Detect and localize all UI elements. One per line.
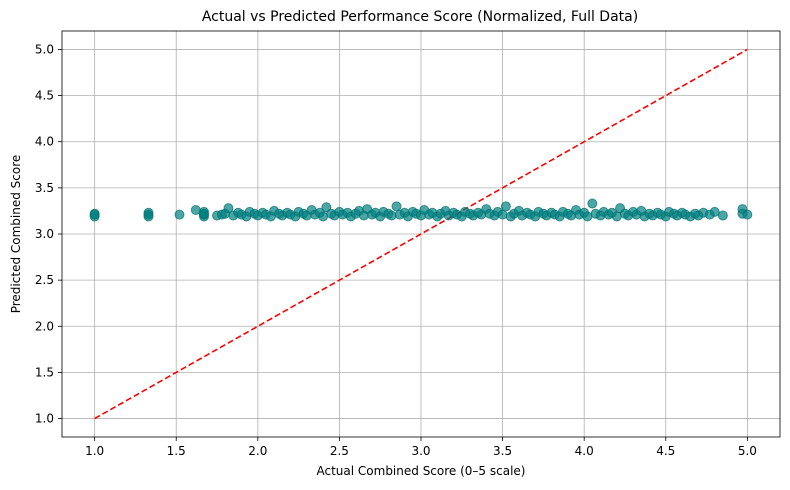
y-tick-label: 1.0	[35, 412, 54, 426]
data-point	[500, 201, 511, 212]
data-point	[582, 211, 593, 222]
y-tick-label: 4.0	[35, 135, 54, 149]
x-tick-label: 5.0	[738, 444, 757, 458]
y-axis-label: Predicted Combined Score	[9, 155, 23, 314]
y-tick-label: 3.5	[35, 181, 54, 195]
data-point	[223, 203, 234, 214]
reference-diagonal-line	[94, 48, 748, 420]
x-tick-label: 3.5	[493, 444, 512, 458]
data-point	[89, 209, 100, 220]
data-point	[143, 209, 154, 220]
data-point	[190, 205, 201, 216]
data-point	[611, 211, 622, 222]
x-tick-label: 2.0	[248, 444, 267, 458]
y-tick-label: 5.0	[35, 42, 54, 56]
data-point	[386, 210, 397, 221]
y-tick-label: 1.5	[35, 365, 54, 379]
data-point	[174, 209, 185, 220]
data-point	[198, 208, 209, 219]
data-point	[717, 210, 728, 221]
x-tick-label: 2.5	[330, 444, 349, 458]
x-axis-label: Actual Combined Score (0–5 scale)	[317, 464, 526, 478]
data-points	[89, 198, 753, 222]
y-tick-label: 4.5	[35, 89, 54, 103]
x-tick-label: 1.5	[167, 444, 186, 458]
x-tick-label: 1.0	[85, 444, 104, 458]
x-tick-label: 4.0	[575, 444, 594, 458]
data-point	[391, 201, 402, 212]
chart-title: Actual vs Predicted Performance Score (N…	[202, 9, 638, 25]
reference-line-group	[94, 48, 748, 420]
data-point	[318, 211, 329, 222]
y-tick-label: 3.0	[35, 227, 54, 241]
data-point	[497, 209, 508, 220]
x-tick-label: 4.5	[656, 444, 675, 458]
x-axis-ticks: 1.0 1.5 2.0 2.5 3.0 3.5 4.0 4.5 5.0	[85, 437, 757, 458]
y-axis-ticks: 1.0 1.5 2.0 2.5 3.0 3.5 4.0 4.5 5.0	[35, 42, 62, 426]
data-point	[587, 198, 598, 209]
x-tick-label: 3.0	[411, 444, 430, 458]
y-tick-label: 2.0	[35, 319, 54, 333]
data-point	[709, 206, 720, 217]
y-tick-label: 2.5	[35, 273, 54, 287]
data-point	[742, 209, 753, 220]
